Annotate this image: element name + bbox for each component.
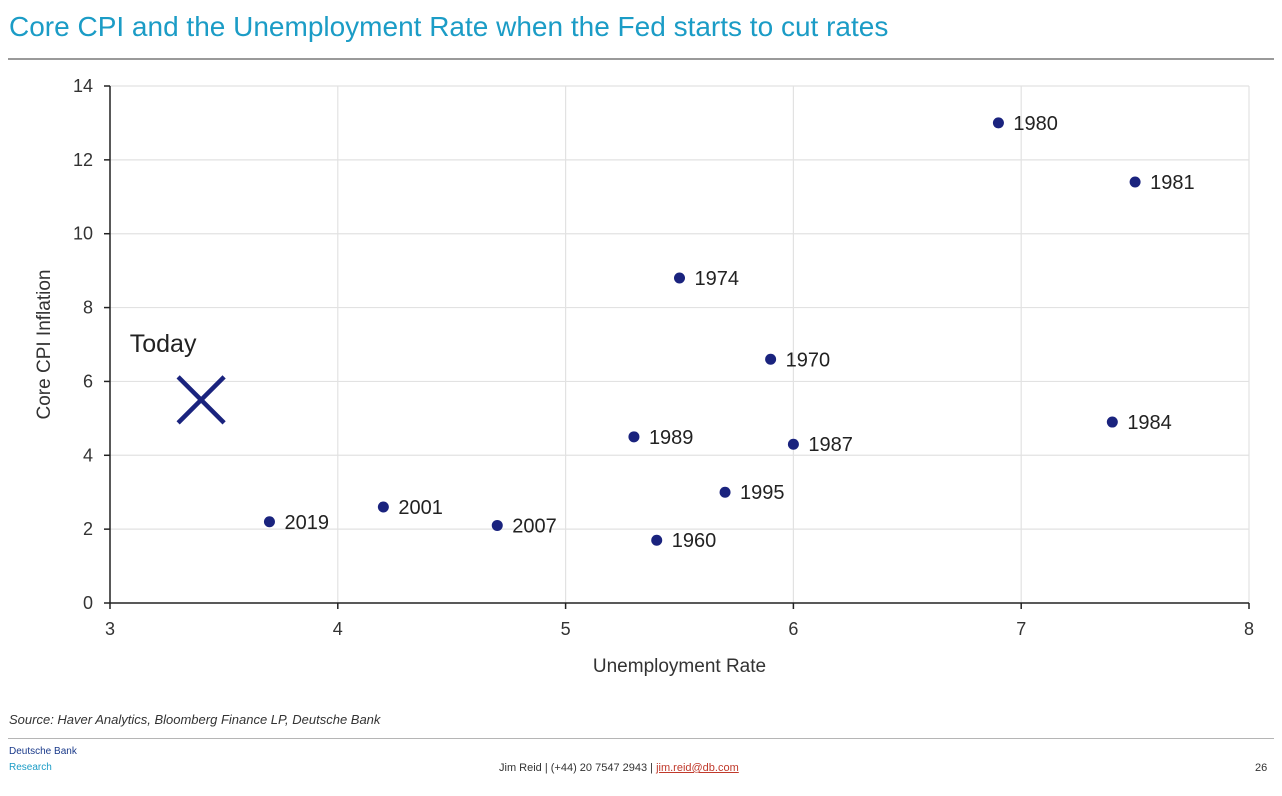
point-label-1989: 1989 (649, 427, 694, 449)
data-point-1984 (1106, 416, 1118, 428)
point-label-1987: 1987 (808, 434, 853, 456)
x-tick-label: 3 (105, 619, 115, 639)
x-tick-label: 5 (561, 619, 571, 639)
point-label-2019: 2019 (284, 512, 329, 534)
point-label-1970: 1970 (786, 349, 831, 371)
data-point-1960 (651, 534, 663, 546)
data-point-1980 (992, 117, 1004, 129)
email-link[interactable]: jim.reid@db.com (656, 762, 739, 774)
y-tick-label: 14 (73, 76, 93, 96)
brand-name: Deutsche Bank (9, 746, 77, 757)
point-label-1974: 1974 (695, 268, 740, 290)
y-tick-label: 4 (83, 445, 93, 465)
y-tick-label: 2 (83, 519, 93, 539)
source-note: Source: Haver Analytics, Bloomberg Finan… (9, 712, 381, 727)
data-point-1970 (765, 353, 777, 365)
x-axis-label: Unemployment Rate (593, 656, 766, 677)
chart-axes (104, 85, 1250, 609)
title-divider (8, 58, 1274, 60)
y-tick-label: 0 (83, 593, 93, 613)
y-axis-label: Core CPI Inflation (34, 270, 55, 420)
point-label-1995: 1995 (740, 482, 785, 504)
point-label-2001: 2001 (398, 497, 443, 519)
y-tick-labels: 0 2 4 6 8 10 12 14 (73, 76, 93, 613)
data-point-2001 (377, 501, 389, 513)
x-tick-labels: 3 4 5 6 7 8 (105, 619, 1254, 639)
y-tick-label: 10 (73, 224, 93, 244)
data-points: 1980 1981 1974 1970 1984 1989 1987 1995 2001 2019… (263, 113, 1195, 552)
x-tick-label: 6 (788, 619, 798, 639)
contact-text: Jim Reid | (+44) 20 7547 2943 | (499, 762, 657, 774)
x-tick-label: 7 (1016, 619, 1026, 639)
data-point-1989 (628, 431, 640, 443)
data-point-2019 (263, 516, 275, 528)
page-number: 26 (1255, 762, 1268, 774)
y-tick-label: 6 (83, 371, 93, 391)
data-point-1987 (787, 438, 799, 450)
x-tick-label: 4 (333, 619, 343, 639)
grid-lines (110, 85, 1250, 603)
point-label-2007: 2007 (512, 515, 557, 537)
y-tick-label: 8 (83, 298, 93, 318)
point-label-1980: 1980 (1013, 113, 1057, 135)
y-tick-label: 12 (73, 150, 93, 170)
point-label-1981: 1981 (1150, 172, 1195, 194)
x-icon-stroke-b (176, 375, 226, 425)
point-label-1960: 1960 (672, 530, 717, 552)
contact-line: Jim Reid | (+44) 20 7547 2943 | jim.reid… (499, 762, 739, 774)
today-marker-group: Today (130, 330, 226, 425)
data-point-1974 (674, 272, 685, 284)
page-title: Core CPI and the Unemployment Rate when … (9, 11, 889, 42)
point-label-1984: 1984 (1127, 412, 1172, 434)
brand-division: Research (9, 762, 52, 773)
footer-divider (8, 738, 1274, 739)
data-point-1995 (719, 486, 731, 498)
data-point-2007 (491, 519, 503, 531)
today-label: Today (130, 330, 197, 358)
x-tick-label: 8 (1244, 619, 1254, 639)
data-point-1981 (1129, 176, 1141, 188)
